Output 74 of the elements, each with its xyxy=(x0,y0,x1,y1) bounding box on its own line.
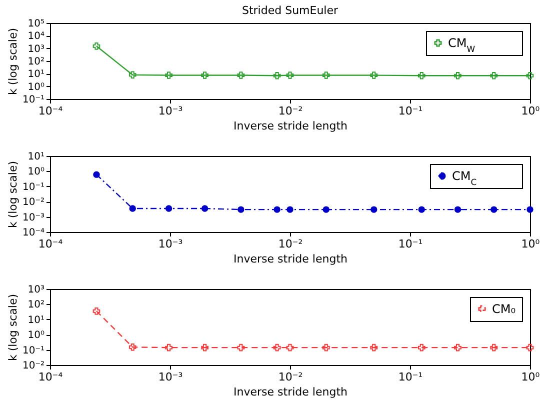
point xyxy=(526,206,534,213)
point xyxy=(165,205,172,212)
point xyxy=(526,72,534,80)
point xyxy=(237,344,245,352)
legend-label: CM$_{W}$ xyxy=(448,36,476,54)
point xyxy=(490,72,498,80)
x-tick-label: 10⁻² xyxy=(278,104,303,118)
y-tick-label: 10⁴ xyxy=(28,31,44,42)
y-axis-title: k (log scale) xyxy=(6,294,20,362)
y-tick-label: 10³ xyxy=(28,284,44,296)
y-tick-label: 10² xyxy=(28,300,44,311)
point xyxy=(237,72,245,79)
point xyxy=(92,307,100,315)
point xyxy=(201,344,208,352)
x-tick-label: 10⁰ xyxy=(521,104,540,118)
x-axis-title: Inverse stride length xyxy=(234,120,348,132)
y-tick-label: 10⁻² xyxy=(22,360,44,372)
x-axis-title: Inverse stride length xyxy=(234,252,348,266)
point xyxy=(165,72,172,79)
y-tick-label: 10⁻¹ xyxy=(22,94,44,106)
point xyxy=(93,171,100,178)
chart-title: Strided SumEuler xyxy=(242,4,338,17)
point xyxy=(92,42,100,50)
point xyxy=(128,343,136,351)
y-axis-title: k (log scale) xyxy=(6,160,20,228)
point xyxy=(129,205,136,212)
x-tick-label: 10⁻¹ xyxy=(398,370,423,384)
point xyxy=(526,344,534,352)
x-tick-label: 10⁻⁴ xyxy=(38,238,64,250)
x-tick-label: 10⁰ xyxy=(521,370,540,384)
point xyxy=(201,205,208,212)
y-tick-label: 10¹ xyxy=(28,152,44,162)
x-tick-label: 10⁻³ xyxy=(158,104,183,118)
point xyxy=(454,206,462,213)
point xyxy=(490,206,498,213)
x-tick-label: 10⁻¹ xyxy=(398,104,423,118)
y-tick-label: 10⁰ xyxy=(28,166,44,178)
y-tick-label: 10³ xyxy=(28,44,44,55)
x-tick-label: 10⁻² xyxy=(278,370,303,384)
point xyxy=(238,206,244,213)
y-tick-label: 10¹ xyxy=(28,314,44,326)
point xyxy=(274,206,280,213)
y-tick-label: 10⁻³ xyxy=(22,212,44,224)
y-tick-label: 10² xyxy=(28,56,44,68)
x-tick-label: 10⁻³ xyxy=(158,238,183,250)
y-tick-label: 10⁵ xyxy=(28,18,44,30)
point xyxy=(418,72,426,80)
point xyxy=(454,72,462,80)
x-tick-label: 10⁻¹ xyxy=(398,238,423,250)
y-tick-label: 10⁻¹ xyxy=(22,345,44,356)
y-tick-label: 10⁻² xyxy=(22,197,44,208)
legend-label: CM$_{C}$ xyxy=(452,169,477,187)
y-tick-label: 10⁰ xyxy=(28,82,44,93)
point xyxy=(273,72,281,80)
point xyxy=(128,71,136,79)
point xyxy=(201,72,208,79)
point xyxy=(490,344,498,352)
x-axis-title: Inverse stride length xyxy=(234,386,348,398)
point xyxy=(165,344,172,352)
point xyxy=(273,344,281,352)
x-tick-label: 10⁰ xyxy=(521,238,540,250)
y-tick-label: 10⁻⁴ xyxy=(22,228,44,238)
legend-label: CM₀ xyxy=(492,302,516,316)
x-tick-label: 10⁻⁴ xyxy=(38,104,64,118)
y-tick-label: 10⁰ xyxy=(28,330,44,342)
x-tick-label: 10⁻³ xyxy=(158,370,183,384)
x-tick-label: 10⁻² xyxy=(278,238,303,250)
point xyxy=(418,206,425,213)
point xyxy=(454,344,462,352)
y-tick-label: 10¹ xyxy=(28,69,44,80)
x-tick-label: 10⁻⁴ xyxy=(38,370,64,384)
y-tick-label: 10⁻¹ xyxy=(22,182,44,193)
y-axis-title: k (log scale) xyxy=(6,28,20,96)
point xyxy=(418,344,426,352)
